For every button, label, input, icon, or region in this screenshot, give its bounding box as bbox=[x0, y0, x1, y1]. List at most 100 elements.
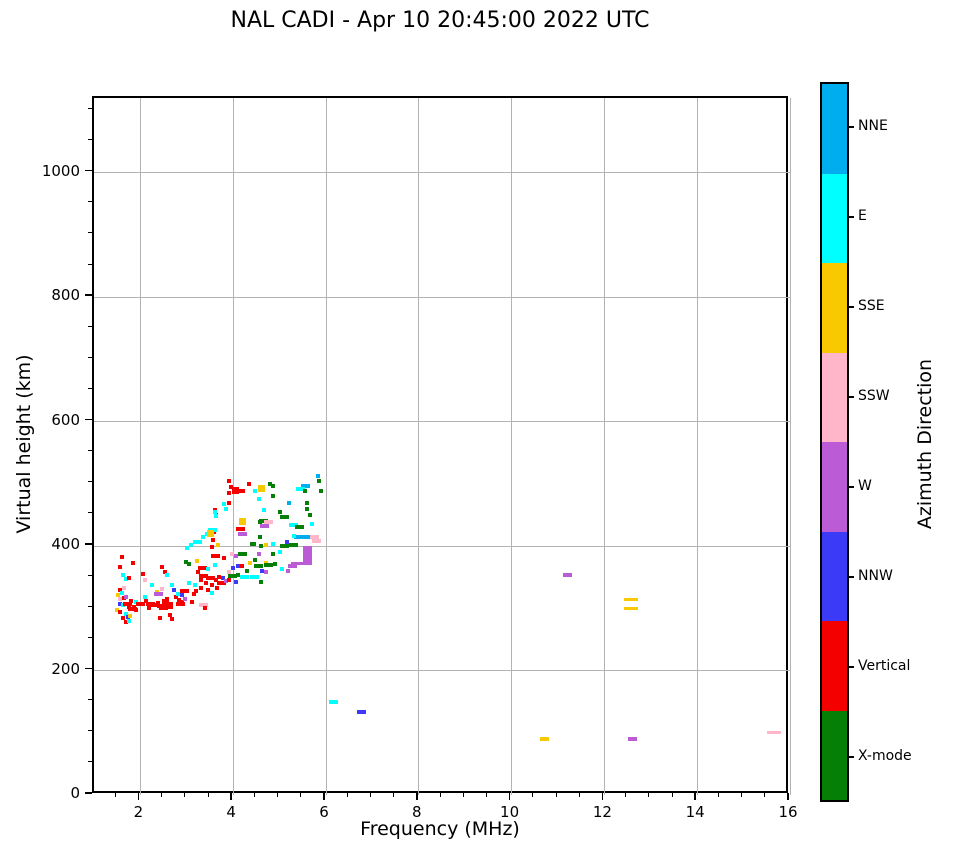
data-point bbox=[226, 500, 231, 505]
data-point bbox=[231, 565, 236, 570]
data-point bbox=[205, 567, 210, 572]
data-point bbox=[289, 542, 299, 547]
x-major-tick bbox=[230, 793, 232, 800]
data-point bbox=[192, 591, 197, 596]
data-point bbox=[303, 489, 308, 494]
x-tick-label: 10 bbox=[500, 803, 520, 821]
data-point bbox=[258, 519, 268, 524]
data-point bbox=[162, 598, 170, 606]
y-tick-label: 1000 bbox=[41, 161, 80, 180]
data-point bbox=[211, 554, 221, 559]
data-point bbox=[232, 486, 240, 494]
colorbar-segment-sse bbox=[822, 263, 847, 353]
data-point bbox=[294, 525, 304, 530]
data-point bbox=[205, 576, 215, 581]
y-major-tick bbox=[85, 667, 92, 670]
data-point bbox=[235, 572, 240, 577]
data-point bbox=[261, 507, 266, 512]
x-minor-tick bbox=[648, 793, 650, 797]
data-point bbox=[118, 565, 123, 570]
data-point bbox=[160, 565, 165, 570]
data-point bbox=[235, 563, 240, 568]
data-point bbox=[317, 478, 322, 483]
data-point bbox=[312, 539, 322, 544]
data-point bbox=[263, 570, 268, 575]
data-point bbox=[228, 484, 233, 489]
colorbar-tick-label: SSW bbox=[858, 388, 890, 404]
y-minor-tick bbox=[88, 512, 92, 514]
x-major-tick bbox=[416, 793, 418, 800]
colorbar bbox=[820, 82, 849, 802]
y-minor-tick bbox=[88, 450, 92, 452]
data-point bbox=[154, 591, 164, 596]
gridline-x bbox=[232, 98, 234, 795]
gridline-x bbox=[418, 98, 420, 795]
data-point bbox=[117, 587, 122, 592]
data-point bbox=[226, 578, 231, 583]
x-major-tick bbox=[694, 793, 696, 800]
colorbar-tick-label: W bbox=[858, 478, 872, 494]
x-minor-tick bbox=[277, 793, 279, 797]
colorbar-tick bbox=[849, 306, 854, 308]
data-point bbox=[247, 481, 252, 486]
data-point bbox=[279, 544, 289, 549]
x-tick-label: 2 bbox=[133, 803, 144, 821]
data-point bbox=[256, 496, 261, 501]
data-point bbox=[187, 581, 192, 586]
x-tick-label: 16 bbox=[778, 803, 798, 821]
data-point bbox=[205, 531, 210, 536]
data-point bbox=[245, 568, 250, 573]
data-point bbox=[227, 491, 232, 496]
data-point bbox=[210, 582, 215, 587]
y-minor-tick bbox=[88, 232, 92, 234]
data-point bbox=[212, 562, 217, 567]
x-major-tick bbox=[787, 793, 789, 800]
data-point bbox=[307, 512, 312, 517]
colorbar-tick bbox=[849, 576, 854, 578]
y-minor-tick bbox=[88, 139, 92, 141]
x-minor-tick bbox=[393, 793, 395, 797]
data-point bbox=[204, 581, 209, 586]
data-point bbox=[120, 555, 125, 560]
data-point bbox=[277, 509, 282, 514]
data-point bbox=[237, 531, 247, 536]
data-point bbox=[248, 560, 253, 565]
x-minor-tick bbox=[207, 793, 209, 797]
data-point bbox=[142, 595, 147, 600]
data-point bbox=[154, 589, 159, 594]
x-minor-tick bbox=[532, 793, 534, 797]
colorbar-tick bbox=[849, 216, 854, 218]
data-point bbox=[230, 552, 235, 557]
data-point bbox=[196, 570, 201, 575]
data-point bbox=[309, 534, 319, 539]
x-minor-tick bbox=[462, 793, 464, 797]
gridline-x bbox=[789, 98, 791, 795]
data-point bbox=[194, 588, 199, 593]
data-point bbox=[270, 542, 275, 547]
data-point bbox=[252, 488, 257, 493]
data-point bbox=[121, 616, 126, 621]
colorbar-segment-nne bbox=[822, 84, 847, 174]
x-major-tick bbox=[137, 793, 140, 800]
data-point bbox=[300, 535, 310, 540]
x-minor-tick bbox=[253, 793, 255, 797]
data-point bbox=[203, 606, 208, 611]
y-minor-tick bbox=[88, 574, 92, 576]
data-point bbox=[291, 534, 296, 539]
data-point bbox=[118, 596, 123, 601]
data-point bbox=[195, 559, 200, 563]
y-minor-tick bbox=[88, 325, 92, 327]
colorbar-tick-label: Vertical bbox=[858, 658, 911, 674]
data-point bbox=[165, 596, 170, 601]
data-point bbox=[220, 575, 225, 580]
colorbar-tick-label: NNE bbox=[858, 118, 888, 134]
data-point bbox=[254, 563, 264, 568]
data-point bbox=[170, 583, 175, 588]
x-minor-tick bbox=[184, 793, 186, 797]
data-point bbox=[123, 619, 128, 624]
y-minor-tick bbox=[88, 387, 92, 389]
gridline-y bbox=[94, 545, 790, 547]
y-tick-label: 400 bbox=[51, 535, 80, 554]
y-tick-label: 0 bbox=[70, 784, 80, 802]
data-point bbox=[122, 596, 127, 601]
